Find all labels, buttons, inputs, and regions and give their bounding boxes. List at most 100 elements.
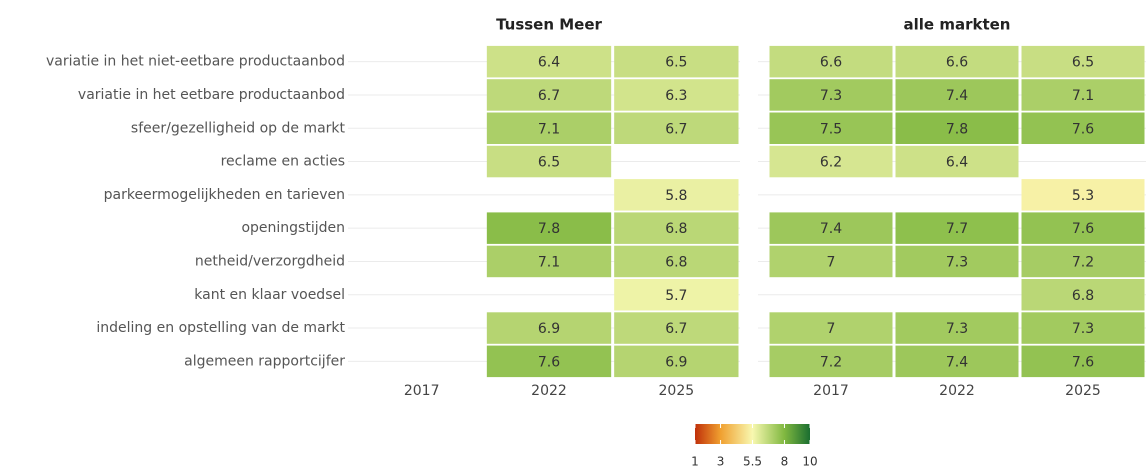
x-tick-label: 2025 — [1065, 383, 1101, 399]
heatmap-cell — [769, 312, 893, 344]
heatmap-cell — [486, 45, 612, 78]
row-label: netheid/verzorgdheid — [195, 253, 345, 269]
heatmap-cell — [769, 45, 893, 78]
heatmap-cell — [614, 79, 739, 111]
row-label: reclame en acties — [221, 154, 345, 170]
cell-label: 5.8 — [665, 188, 687, 204]
heatmap-cell — [895, 145, 1019, 178]
cell-label: 6.7 — [665, 121, 687, 137]
cell-label: 5.3 — [1072, 188, 1094, 204]
cell-label: 7.4 — [946, 88, 968, 104]
heatmap-cell — [1021, 212, 1145, 244]
row-label: sfeer/gezelligheid op de markt — [131, 120, 346, 136]
heatmap-cell — [1021, 245, 1145, 278]
heatmap-cell — [486, 312, 612, 344]
cell-label: 6.8 — [1072, 288, 1094, 304]
cell-label: 6.4 — [538, 55, 560, 71]
row-label: variatie in het niet-eetbare productaanb… — [46, 54, 345, 70]
row-label: indeling en opstelling van de markt — [96, 320, 345, 336]
heatmap-cell — [614, 45, 739, 78]
heatmap-cell — [895, 245, 1019, 278]
legend-tick-label: 10 — [802, 455, 817, 466]
heatmap-cell — [895, 79, 1019, 111]
heatmap-cell — [769, 245, 893, 278]
cell-label: 6.6 — [946, 55, 968, 71]
cell-label: 6.3 — [665, 88, 687, 104]
cell-label: 6.6 — [820, 55, 842, 71]
cell-label: 6.9 — [538, 321, 560, 337]
cell-label: 7.4 — [946, 354, 968, 370]
cell-label: 7.3 — [946, 321, 968, 337]
heatmap-cell — [486, 112, 612, 144]
heatmap-cell — [1021, 179, 1145, 211]
cell-label: 7.2 — [1072, 254, 1094, 270]
legend-tick-label: 5.5 — [743, 455, 762, 466]
cell-label: 7.8 — [538, 221, 560, 237]
facet-title: alle markten — [904, 16, 1011, 34]
cell-label: 7.6 — [538, 354, 560, 370]
cell-label: 5.7 — [665, 288, 687, 304]
heatmap-cell — [769, 79, 893, 111]
heatmap-cell — [1021, 345, 1145, 378]
cell-label: 6.7 — [538, 88, 560, 104]
facet-title: Tussen Meer — [496, 16, 602, 34]
cell-label: 7.7 — [946, 221, 968, 237]
cell-label: 7.4 — [820, 221, 842, 237]
x-tick-label: 2017 — [813, 383, 849, 399]
cell-label: 6.5 — [538, 155, 560, 171]
row-label: openingstijden — [241, 220, 345, 236]
cell-label: 6.5 — [1072, 55, 1094, 71]
heatmap-cell — [614, 179, 739, 211]
x-tick-label: 2025 — [659, 383, 695, 399]
cell-label: 7 — [827, 254, 836, 270]
cell-label: 7.6 — [1072, 121, 1094, 137]
cell-label: 6.9 — [665, 354, 687, 370]
heatmap-cell — [486, 345, 612, 378]
heatmap-cell — [614, 212, 739, 244]
heatmap-cell — [895, 345, 1019, 378]
cell-label: 7.3 — [946, 254, 968, 270]
x-tick-label: 2022 — [939, 383, 975, 399]
heatmap-cell — [614, 112, 739, 144]
cell-label: 7.5 — [820, 121, 842, 137]
cell-label: 6.5 — [665, 55, 687, 71]
heatmap-cell — [769, 112, 893, 144]
heatmap-cell — [895, 112, 1019, 144]
cell-label: 6.8 — [665, 254, 687, 270]
cell-label: 7.8 — [946, 121, 968, 137]
heatmap-cell — [614, 279, 739, 311]
cell-label: 7.6 — [1072, 354, 1094, 370]
heatmap-cell — [769, 345, 893, 378]
row-label: variatie in het eetbare productaanbod — [78, 87, 345, 103]
heatmap-cell — [486, 79, 612, 111]
cell-label: 7.1 — [538, 121, 560, 137]
cell-label: 6.2 — [820, 155, 842, 171]
cell-label: 7.1 — [538, 254, 560, 270]
heatmap-cell — [614, 245, 739, 278]
cell-label: 6.8 — [665, 221, 687, 237]
heatmap-cell — [895, 45, 1019, 78]
cell-label: 7.3 — [820, 88, 842, 104]
heatmap-cell — [1021, 45, 1145, 78]
heatmap-cell — [1021, 112, 1145, 144]
cell-label: 7.3 — [1072, 321, 1094, 337]
heatmap-cell — [1021, 279, 1145, 311]
heatmap-cell — [614, 345, 739, 378]
heatmap-cell — [895, 312, 1019, 344]
cell-label: 7 — [827, 321, 836, 337]
row-label: algemeen rapportcijfer — [184, 353, 345, 369]
legend-tick-label: 1 — [691, 455, 699, 466]
heatmap-cell — [1021, 79, 1145, 111]
heatmap-cell — [769, 145, 893, 178]
cell-label: 6.7 — [665, 321, 687, 337]
heatmap-cell — [486, 145, 612, 178]
row-label: parkeermogelijkheden en tarieven — [104, 187, 345, 203]
cell-label: 6.4 — [946, 155, 968, 171]
legend-tick-label: 3 — [717, 455, 725, 466]
x-tick-label: 2017 — [404, 383, 440, 399]
row-label: kant en klaar voedsel — [194, 287, 345, 303]
x-tick-label: 2022 — [531, 383, 567, 399]
cell-label: 7.6 — [1072, 221, 1094, 237]
cell-label: 7.1 — [1072, 88, 1094, 104]
